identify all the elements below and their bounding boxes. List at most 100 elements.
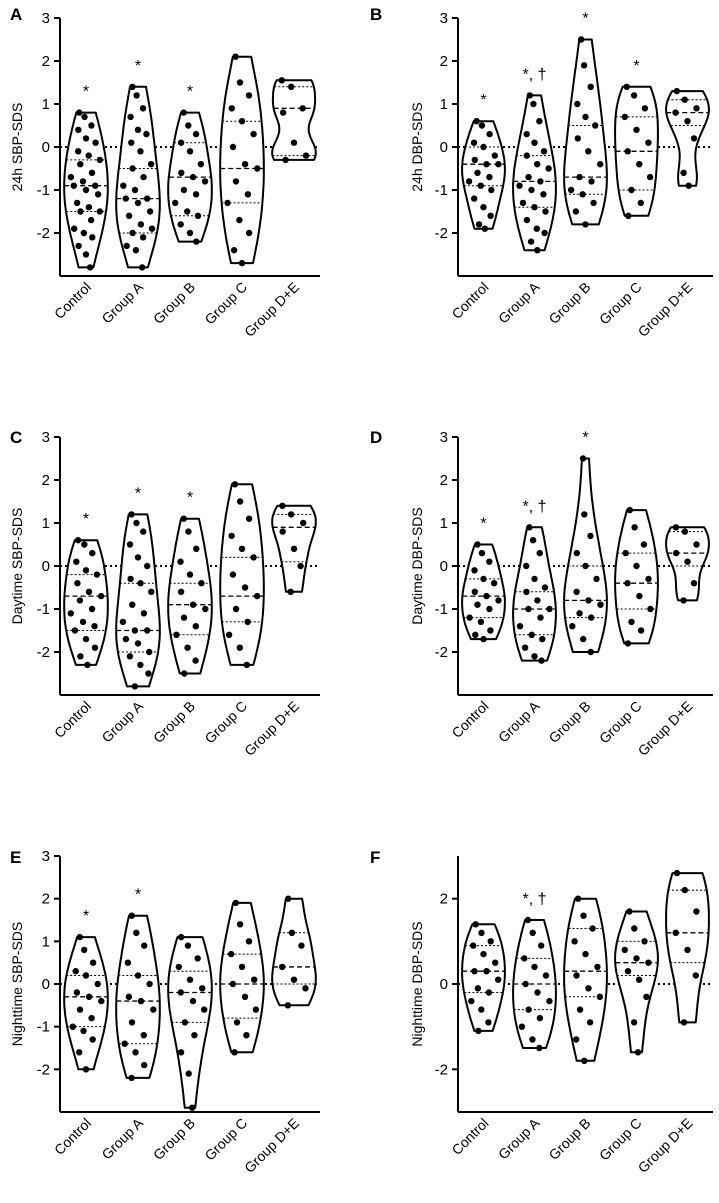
x-category-label: Group A <box>495 278 543 326</box>
data-point <box>85 152 92 159</box>
data-point <box>531 204 538 211</box>
violin-shape <box>271 79 317 161</box>
data-point <box>636 592 643 600</box>
x-category-label: Control <box>51 279 94 322</box>
data-point <box>252 1006 260 1013</box>
data-point <box>540 191 547 198</box>
violin-group: *, † Group A <box>495 891 557 1162</box>
violin-group: Group B <box>150 933 213 1163</box>
data-point <box>81 113 88 121</box>
data-point <box>147 161 155 168</box>
data-point <box>518 1023 526 1030</box>
data-point <box>180 186 188 194</box>
data-point <box>129 83 136 91</box>
data-point <box>88 122 95 129</box>
significance-mark: * <box>480 92 486 109</box>
data-point <box>146 980 153 988</box>
data-point <box>181 1019 189 1026</box>
data-point <box>125 993 133 1000</box>
x-category-label: Group B <box>545 279 593 327</box>
data-point <box>189 173 197 181</box>
data-point <box>244 618 251 626</box>
data-point <box>636 161 643 168</box>
data-point <box>681 886 688 894</box>
data-point <box>298 942 305 949</box>
data-point <box>82 972 90 979</box>
data-point <box>225 631 233 638</box>
data-point <box>495 161 502 168</box>
data-point <box>534 597 541 604</box>
data-point <box>251 976 258 983</box>
data-point <box>490 580 498 587</box>
significance-mark: * <box>582 430 588 447</box>
data-point <box>623 83 630 91</box>
data-point <box>541 584 549 591</box>
data-point <box>67 610 75 617</box>
data-point <box>144 627 151 634</box>
data-point <box>288 929 296 936</box>
data-point <box>123 242 130 250</box>
x-category-label: Control <box>51 1115 94 1158</box>
significance-mark: *, † <box>522 498 546 515</box>
data-point <box>519 199 527 207</box>
data-point <box>224 199 231 207</box>
data-point <box>672 109 679 116</box>
data-point <box>238 259 246 267</box>
y-axis-title: Daytime DBP-SDS <box>409 507 425 624</box>
data-point <box>573 549 580 557</box>
data-point <box>480 204 487 211</box>
significance-mark: * <box>135 58 141 75</box>
data-point <box>82 135 90 142</box>
data-point <box>145 670 152 677</box>
data-point <box>540 148 548 155</box>
data-point <box>189 601 197 608</box>
data-point <box>186 571 194 578</box>
data-point <box>585 148 592 155</box>
data-point <box>596 993 604 1000</box>
x-category-label: Group D+E <box>241 698 302 759</box>
data-point <box>685 182 692 189</box>
data-point <box>131 683 139 690</box>
y-tick-label: -1 <box>37 1019 50 1036</box>
data-point <box>624 968 632 975</box>
y-tick-label: -1 <box>435 182 448 199</box>
data-point <box>681 528 689 535</box>
panel-A: A -2 -1 0 1 2 3 24h SBP-SDS * Control * Group A * Gro… <box>9 5 320 340</box>
data-point <box>79 178 87 185</box>
data-point <box>470 139 478 146</box>
data-point <box>684 118 691 125</box>
y-tick-label: 0 <box>440 558 448 575</box>
data-point <box>491 152 498 159</box>
data-point <box>191 1032 198 1039</box>
x-category-label: Group B <box>545 698 593 746</box>
data-point <box>474 601 481 608</box>
data-point <box>582 950 589 958</box>
y-tick-label: 3 <box>42 848 50 865</box>
data-point <box>73 989 81 996</box>
data-point <box>184 208 191 215</box>
y-tick-label: 3 <box>440 429 448 446</box>
data-point <box>75 148 82 155</box>
data-point <box>192 130 200 138</box>
x-category-label: Group B <box>150 698 198 746</box>
x-category-label: Group C <box>596 698 645 747</box>
data-point <box>287 588 294 595</box>
data-point <box>531 139 538 146</box>
data-point <box>85 588 93 595</box>
data-point <box>74 580 81 587</box>
data-point <box>88 1014 95 1022</box>
data-point <box>586 1019 594 1026</box>
data-point <box>137 580 144 587</box>
data-point <box>672 929 679 936</box>
data-point <box>89 549 96 557</box>
data-point <box>634 1049 642 1056</box>
data-point <box>140 610 148 617</box>
data-point <box>480 635 487 643</box>
data-point <box>194 212 202 219</box>
data-point <box>180 515 187 522</box>
data-point <box>534 247 541 254</box>
y-tick-label: 0 <box>42 558 50 575</box>
data-point <box>71 627 79 634</box>
data-point <box>236 498 244 505</box>
